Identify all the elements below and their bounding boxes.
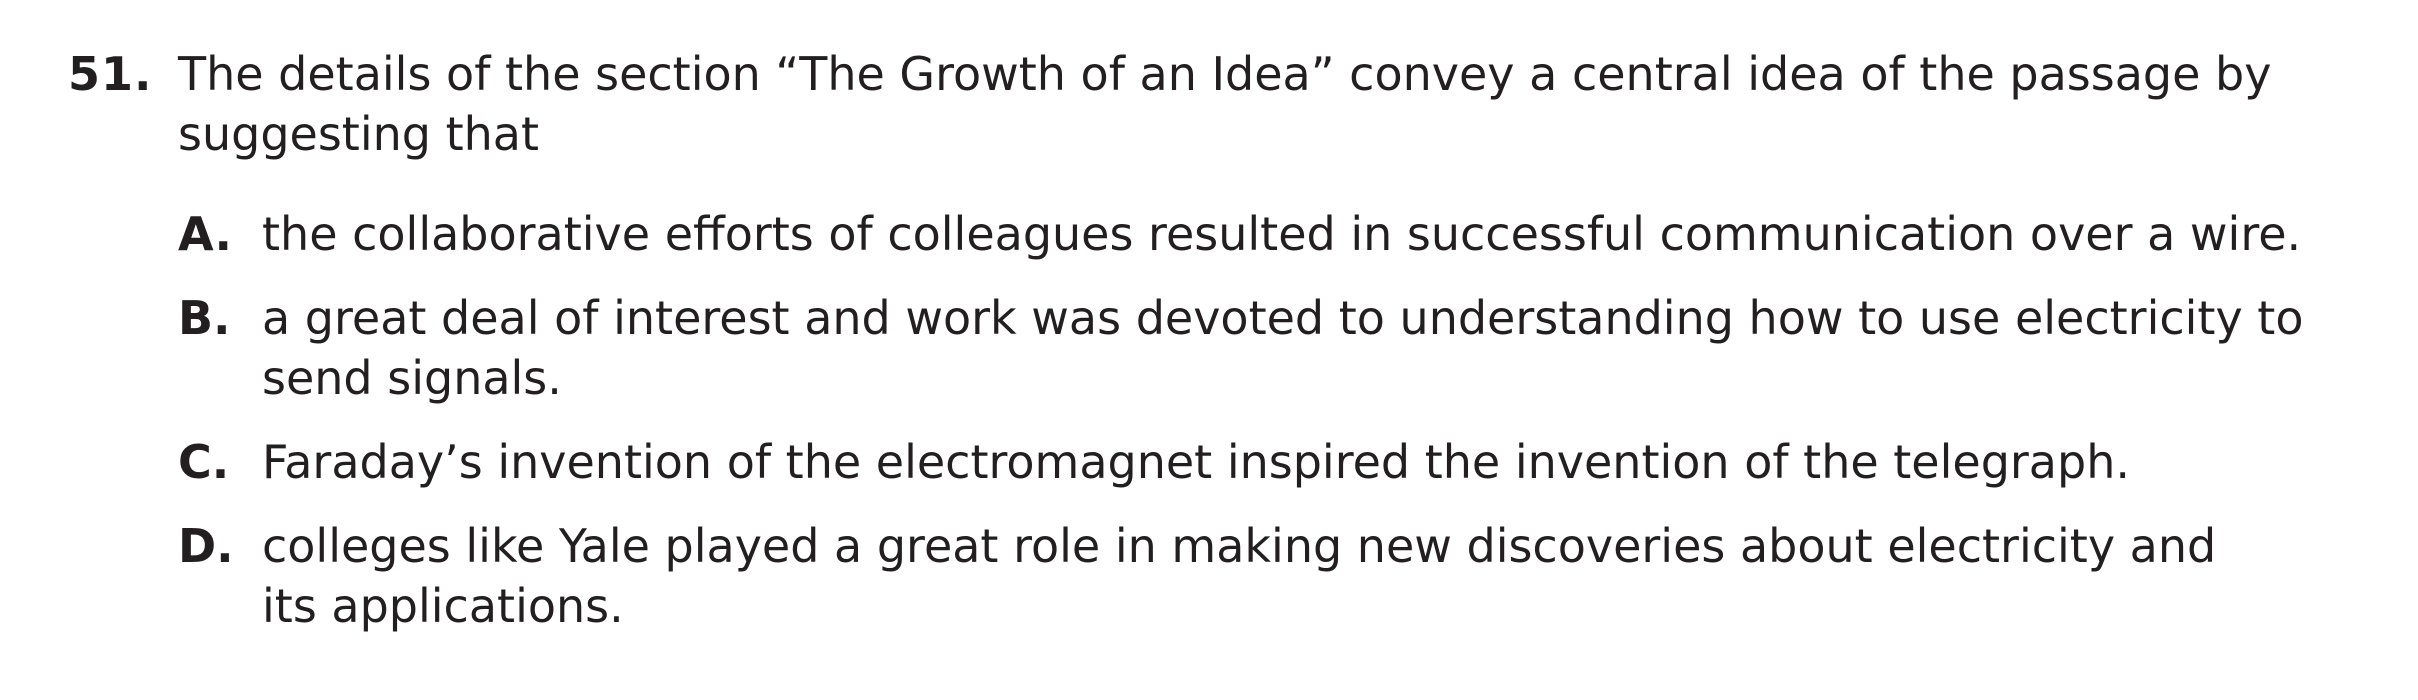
choice-c[interactable]: C. Faraday’s invention of the electromag… [178, 432, 2378, 492]
question-stem: 51. The details of the section “The Grow… [68, 44, 2368, 164]
question-text: The details of the section “The Growth o… [178, 47, 2272, 161]
choice-b-text: a great deal of interest and work was de… [262, 291, 2304, 405]
answer-choices: A. the collaborative efforts of colleagu… [178, 204, 2378, 660]
choice-d-letter: D. [178, 519, 234, 573]
question-number: 51. [68, 47, 153, 101]
choice-a-text: the collaborative efforts of colleagues … [262, 207, 2302, 261]
choice-b[interactable]: B. a great deal of interest and work was… [178, 288, 2378, 408]
choice-a-letter: A. [178, 207, 232, 261]
choice-d[interactable]: D. colleges like Yale played a great rol… [178, 516, 2378, 636]
choice-d-text: colleges like Yale played a great role i… [262, 519, 2217, 633]
choice-c-letter: C. [178, 435, 230, 489]
choice-c-text: Faraday’s invention of the electromagnet… [262, 435, 2130, 489]
choice-b-letter: B. [178, 291, 231, 345]
choice-a[interactable]: A. the collaborative efforts of colleagu… [178, 204, 2378, 264]
